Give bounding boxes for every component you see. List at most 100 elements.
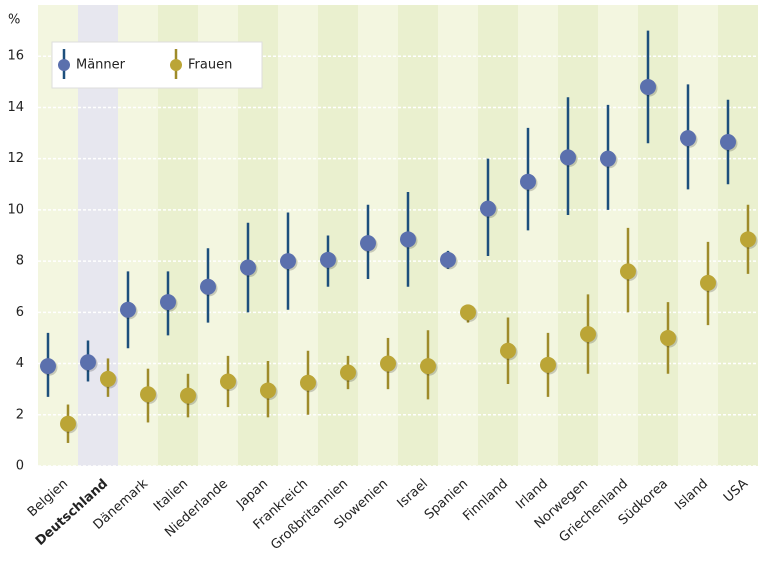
y-tick-label: 4 (16, 356, 24, 371)
error-point (400, 191, 418, 287)
x-tick-label: Finnland (460, 476, 511, 524)
x-tick-label: Israel (395, 476, 431, 511)
error-point (300, 350, 318, 415)
marker (240, 259, 256, 276)
marker (120, 301, 136, 318)
marker (160, 294, 176, 311)
error-point (720, 99, 738, 185)
error-point (480, 158, 498, 256)
marker (520, 173, 536, 190)
marker (40, 358, 56, 375)
legend-box (51, 41, 263, 89)
error-point (700, 241, 718, 326)
category-band (638, 5, 678, 466)
marker (200, 278, 216, 295)
error-point (440, 250, 458, 270)
marker (500, 342, 516, 359)
marker (480, 200, 496, 217)
marker (320, 251, 336, 268)
marker (140, 386, 156, 403)
y-tick-label: 6 (16, 305, 24, 320)
marker (360, 235, 376, 252)
y-tick-label: 2 (16, 407, 24, 422)
marker (600, 150, 616, 167)
marker (580, 326, 596, 343)
error-point (60, 404, 78, 443)
x-tick-label: Irland (513, 476, 551, 512)
y-tick-label: 16 (7, 49, 24, 64)
legend-marker (58, 59, 70, 71)
error-point (140, 368, 158, 423)
legend-label: Frauen (188, 58, 232, 73)
y-tick-label: 14 (7, 100, 24, 115)
error-point (120, 271, 138, 349)
y-tick-label: 0 (16, 459, 24, 474)
y-tick-label: 8 (16, 254, 24, 269)
category-band (598, 5, 638, 466)
error-point (500, 317, 518, 385)
x-tick-label: Japan (233, 476, 271, 512)
marker (180, 387, 196, 404)
error-point (80, 340, 98, 382)
error-point (280, 212, 298, 310)
category-band (478, 5, 518, 466)
marker (700, 274, 716, 291)
category-band (518, 5, 558, 466)
y-tick-label: 10 (7, 202, 24, 217)
marker (660, 329, 676, 346)
error-point (380, 337, 398, 390)
error-point (520, 127, 538, 231)
marker (220, 373, 236, 390)
marker (440, 251, 456, 268)
error-point (340, 355, 358, 390)
marker (420, 358, 436, 375)
y-axis-label: % (8, 13, 20, 28)
marker (540, 356, 556, 373)
error-point (200, 248, 218, 323)
marker (720, 134, 736, 151)
error-point (460, 304, 478, 323)
error-point (640, 30, 658, 144)
category-band (318, 5, 358, 466)
category-band (438, 5, 478, 466)
x-tick-label: Island (672, 476, 711, 513)
error-point (680, 84, 698, 190)
marker (640, 78, 656, 95)
y-tick-label: 12 (7, 151, 24, 166)
marker (60, 415, 76, 432)
category-band (358, 5, 398, 466)
marker (620, 263, 636, 280)
error-point (360, 204, 378, 280)
marker (340, 364, 356, 381)
marker (460, 304, 476, 321)
legend-label: Männer (76, 58, 126, 73)
marker (680, 130, 696, 147)
marker (300, 374, 316, 391)
category-band (558, 5, 598, 466)
error-point (260, 360, 278, 418)
marker (560, 149, 576, 166)
category-band (678, 5, 718, 466)
legend-marker (170, 59, 182, 71)
error-point (180, 373, 198, 418)
marker (100, 370, 116, 387)
error-point (420, 330, 438, 400)
marker (400, 231, 416, 248)
error-point (40, 332, 58, 397)
error-point (160, 271, 178, 336)
error-point (580, 294, 598, 374)
error-point (560, 97, 578, 216)
error-point (240, 222, 258, 313)
error-point (660, 302, 678, 374)
error-point (740, 204, 758, 274)
error-point (220, 355, 238, 408)
error-point (620, 227, 638, 313)
marker (260, 382, 276, 399)
x-tick-label: Griechenland (557, 476, 631, 545)
marker (280, 253, 296, 270)
error-point (540, 332, 558, 397)
category-band (278, 5, 318, 466)
marker (80, 354, 96, 371)
marker (740, 231, 756, 248)
